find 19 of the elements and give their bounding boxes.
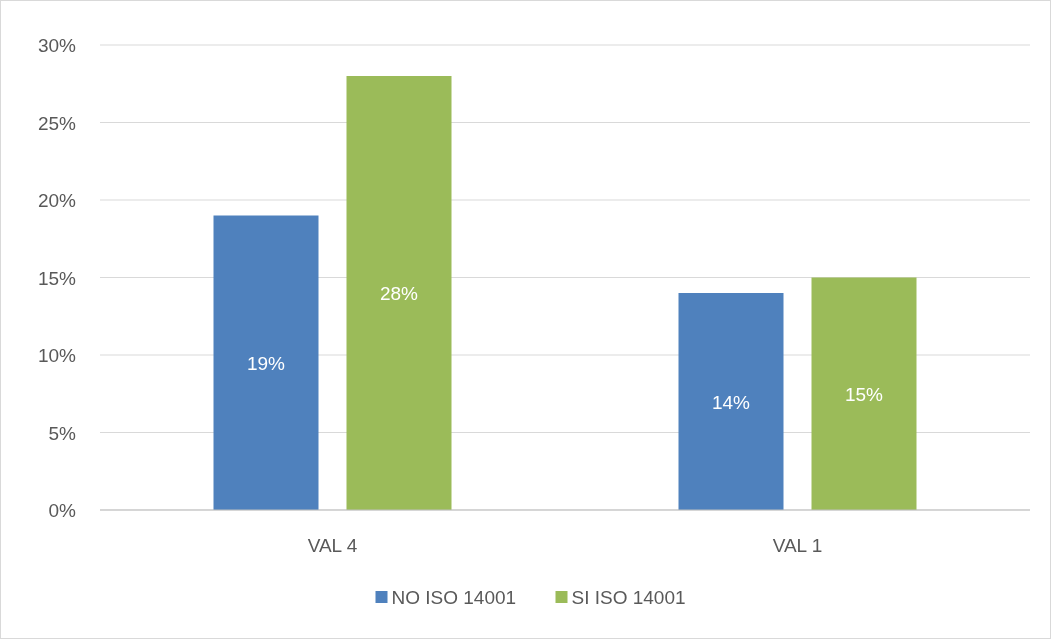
y-tick-label: 30% bbox=[37, 35, 77, 56]
y-tick-label: 25% bbox=[37, 112, 77, 134]
y-tick-label: 15% bbox=[37, 267, 77, 289]
y-tick-label: 10% bbox=[37, 345, 77, 366]
legend-label: NO ISO 14001 bbox=[391, 587, 517, 608]
bar bbox=[346, 76, 452, 510]
y-tick-label: 0% bbox=[48, 500, 77, 521]
x-tick-label: VAL 4 bbox=[307, 535, 358, 556]
bar bbox=[213, 215, 319, 510]
data-label: 19% bbox=[246, 352, 286, 374]
legend-label: SI ISO 14001 bbox=[571, 587, 686, 608]
x-tick-label: VAL 1 bbox=[772, 535, 823, 556]
data-label: 14% bbox=[711, 391, 751, 413]
y-tick-label: 5% bbox=[48, 422, 77, 444]
bar bbox=[811, 277, 917, 510]
bar bbox=[678, 293, 784, 510]
data-label: 15% bbox=[844, 383, 884, 405]
y-tick-label: 20% bbox=[37, 190, 77, 211]
data-label: 28% bbox=[379, 283, 419, 304]
